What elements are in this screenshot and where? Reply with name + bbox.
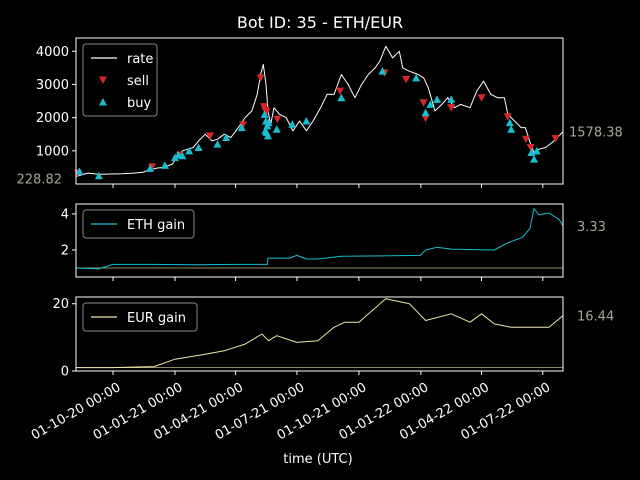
sell-marker	[273, 115, 282, 124]
legend-marker-sell	[99, 76, 107, 84]
axes-frame	[75, 296, 564, 372]
y-tick-label: 3000	[36, 78, 69, 93]
y-tick-label: 4000	[36, 45, 69, 60]
buy-marker	[433, 95, 442, 103]
sell-marker	[262, 108, 271, 116]
x-axis-label: time (UTC)	[283, 452, 352, 467]
buy-marker	[260, 110, 269, 118]
legend-label: rate	[127, 52, 153, 67]
y-tick-label: 4	[61, 207, 69, 222]
legend-label: buy	[127, 96, 151, 111]
buy-marker	[146, 164, 155, 172]
panel-1: 1000 2000 3000 4000 1578.38 228.82 rate sell buy	[17, 37, 623, 187]
sell-marker	[419, 99, 428, 107]
sell-marker	[521, 135, 530, 144]
eur-gain-line	[76, 298, 564, 369]
axes-frame	[75, 203, 564, 278]
y-tick-label: 20	[52, 297, 69, 312]
buy-marker	[426, 100, 435, 108]
legend-label: ETH gain	[127, 218, 185, 233]
legend-box	[82, 43, 158, 117]
buy-marker	[447, 95, 456, 103]
buy-marker	[421, 108, 430, 117]
sell-marker	[551, 135, 560, 143]
y-tick-label: 2	[61, 243, 69, 258]
buy-marker	[75, 167, 84, 175]
y-tick-label: 0	[61, 365, 69, 380]
sell-marker	[206, 132, 215, 140]
buy-marker	[237, 123, 246, 132]
legend-box	[82, 302, 198, 332]
rate-line	[75, 45, 564, 177]
buy-marker	[178, 151, 187, 160]
sell-marker	[239, 121, 248, 129]
sell-marker	[526, 144, 535, 152]
value-annotation: 3.33	[577, 220, 606, 235]
legend-label: sell	[127, 74, 149, 89]
legend-marker-buy	[99, 98, 107, 106]
sell-marker	[256, 74, 265, 82]
panel-3: 0 20 16.44 EUR gain	[52, 296, 614, 380]
buy-marker	[185, 146, 194, 155]
sell-marker	[336, 87, 345, 96]
buy-marker	[412, 73, 421, 82]
legend: EUR gain	[82, 302, 198, 332]
buy-marker	[530, 155, 539, 163]
buy-marker	[194, 143, 203, 151]
sell-marker	[447, 104, 456, 112]
buy-marker	[264, 118, 273, 127]
axes-frame	[75, 37, 564, 185]
y-tick-label: 1000	[36, 144, 69, 159]
sell-marker	[503, 113, 512, 121]
buy-marker	[160, 161, 169, 169]
y-tick-label: 2000	[36, 111, 69, 126]
sell-marker	[421, 114, 430, 123]
buy-marker	[272, 125, 281, 133]
sell-marker	[477, 94, 486, 102]
legend-label: EUR gain	[127, 311, 186, 326]
buy-marker	[532, 146, 541, 155]
value-annotation: 1578.38	[569, 126, 623, 141]
panel-2: 2 4 3.33 ETH gain	[61, 203, 606, 278]
buy-marker	[213, 140, 222, 148]
buy-marker	[378, 67, 387, 75]
legend: rate sell buy	[82, 43, 158, 117]
buy-marker	[505, 118, 514, 127]
buy-marker	[302, 116, 311, 125]
buy-marker	[337, 93, 346, 102]
value-annotation: 228.82	[17, 172, 63, 187]
sell-marker	[402, 75, 411, 84]
legend: ETH gain	[82, 209, 195, 239]
value-annotation: 16.44	[577, 310, 614, 325]
buy-marker	[507, 125, 516, 133]
buy-marker	[222, 133, 231, 142]
eth-gain-line	[75, 208, 564, 270]
buy-marker	[288, 120, 297, 128]
legend-box	[82, 209, 195, 239]
chart-title: Bot ID: 35 - ETH/EUR	[237, 13, 403, 32]
buy-marker	[263, 131, 272, 140]
buy-marker	[94, 171, 103, 180]
